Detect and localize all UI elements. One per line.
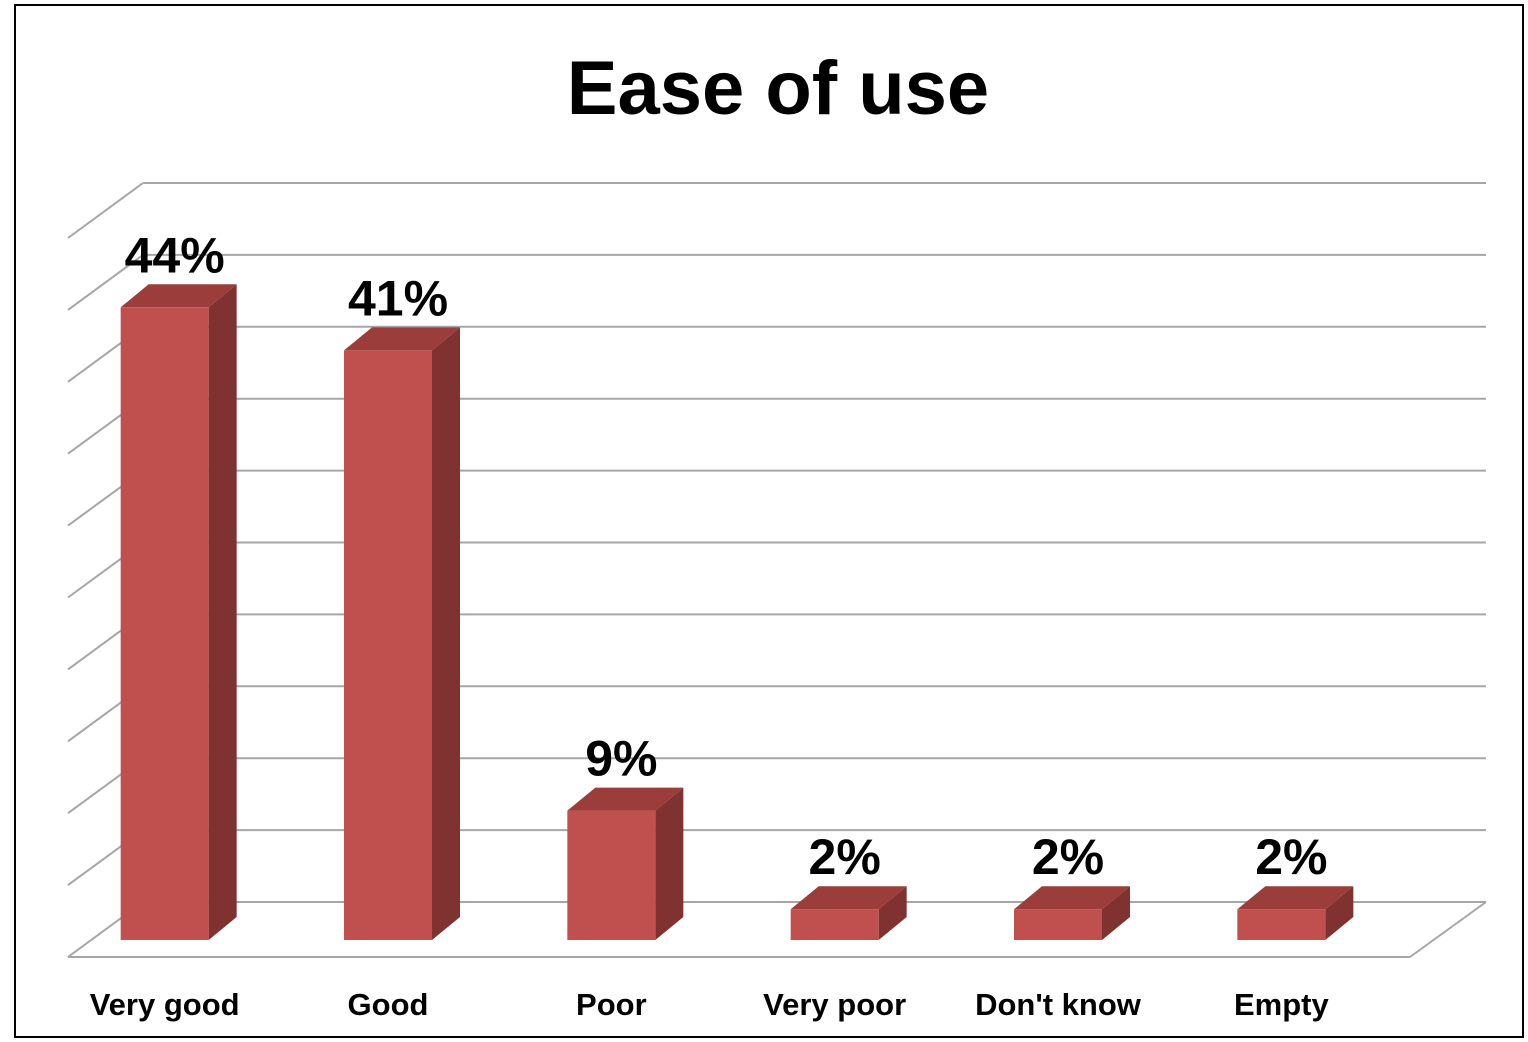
bar [344, 350, 432, 940]
data-label: 44% [125, 227, 225, 283]
category-label: Very good [90, 987, 240, 1022]
chart-title: Ease of use [567, 46, 989, 131]
category-label: Good [348, 987, 429, 1022]
data-label: 2% [1255, 829, 1327, 885]
bar-top [790, 886, 907, 910]
gridline-side [67, 254, 144, 311]
data-label: 9% [585, 731, 657, 787]
chart-frame [14, 4, 1524, 1038]
bar-side [655, 787, 684, 940]
bar-side [1102, 886, 1130, 940]
bar-top [1237, 886, 1354, 910]
bar [120, 307, 209, 940]
floor-right-edge [1409, 901, 1487, 958]
gridline-side [67, 182, 144, 239]
bar [1237, 909, 1326, 940]
category-labels: Very good Good Poor Very poor Don't know Empt… [90, 987, 1330, 1022]
data-label: 2% [1032, 829, 1104, 885]
bar-side [208, 284, 237, 940]
data-label: 2% [809, 829, 881, 885]
bar-side [878, 886, 907, 940]
category-label: Don't know [975, 987, 1142, 1022]
bar [1014, 909, 1102, 940]
bar [567, 810, 656, 940]
bar-top [120, 284, 237, 308]
category-label: Very poor [763, 987, 906, 1022]
bar-top [1014, 886, 1130, 910]
bar-top [567, 787, 684, 811]
bar-side [432, 327, 460, 940]
bars [120, 284, 1354, 940]
category-label: Poor [576, 987, 647, 1022]
data-label: 41% [348, 270, 448, 326]
bar-side [1325, 886, 1354, 940]
bar-top [344, 327, 460, 351]
bar [790, 909, 879, 940]
data-labels: 44% 41% 9% 2% 2% 2% [125, 227, 1328, 885]
category-label: Empty [1234, 987, 1330, 1022]
